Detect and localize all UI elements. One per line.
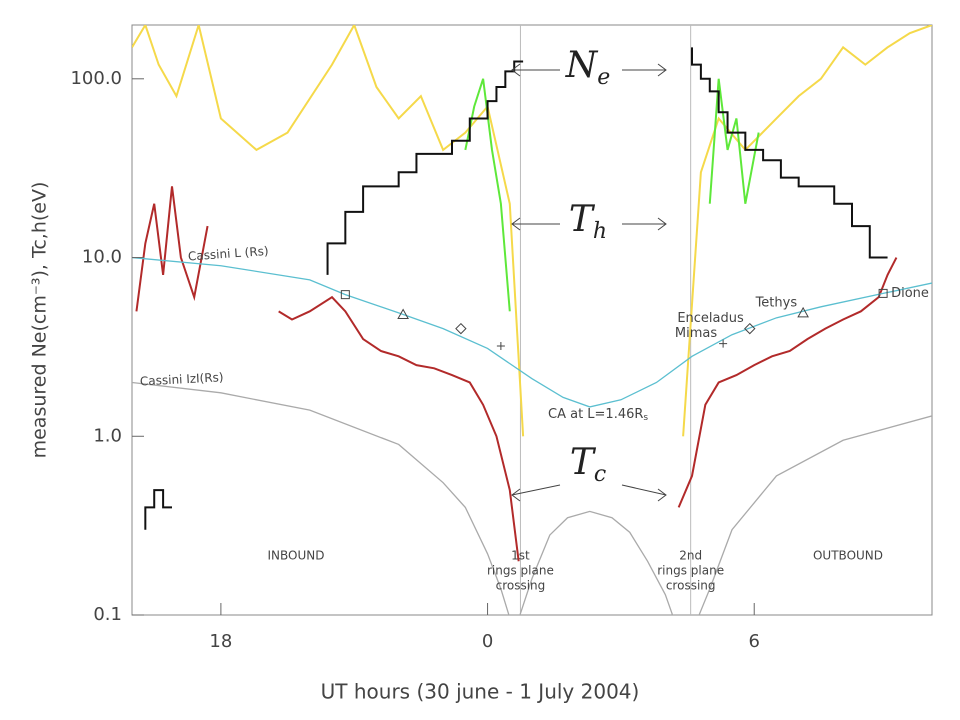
ca-label: CA at L=1.46Rs <box>548 407 648 423</box>
y-tick-label: 0.1 <box>93 604 122 625</box>
arrow <box>622 217 667 231</box>
curve-label: Cassini L (Rs) <box>187 244 269 264</box>
series-line <box>132 256 932 408</box>
plot-frame <box>131 24 933 616</box>
crossing-label: rings plane <box>487 564 554 578</box>
symbol-text: T <box>570 442 597 483</box>
series-line <box>326 60 524 275</box>
symbol-label: Ne <box>565 45 611 90</box>
moon-label: Tethys <box>755 295 798 310</box>
y-tick-label: 10.0 <box>82 247 122 268</box>
crossing-label: rings plane <box>657 564 724 578</box>
series-line <box>708 78 760 204</box>
crossing-label: crossing <box>666 579 716 593</box>
y-tick-label: 100.0 <box>70 68 122 89</box>
moon-marker <box>797 306 809 318</box>
x-axis-label: UT hours (30 june - 1 July 2004) <box>321 680 640 704</box>
crossing-label: 1st <box>511 549 530 563</box>
symbol-label: Tc <box>570 442 606 487</box>
ca-sub: s <box>643 413 648 423</box>
series-line <box>144 489 172 530</box>
x-tick-label: 6 <box>748 631 759 652</box>
ca-text: CA at L=1.46R <box>548 407 643 422</box>
curve-label: Cassini IzI(Rs) <box>140 370 224 388</box>
moon-label: Dione <box>891 286 929 301</box>
symbol-sub: e <box>597 65 610 90</box>
series-line <box>691 47 888 259</box>
series-line <box>132 381 932 615</box>
series-line <box>677 257 898 508</box>
phase-label: OUTBOUND <box>813 549 883 563</box>
series-line <box>278 295 520 562</box>
moon-marker <box>455 322 467 335</box>
x-tick-label: 18 <box>209 631 232 652</box>
crossing-label: 2nd <box>679 549 702 563</box>
moon-marker <box>397 308 409 320</box>
moon-marker <box>719 339 728 348</box>
y-tick-label: 1.0 <box>93 425 122 446</box>
arrow <box>511 63 560 77</box>
symbol-label: Th <box>569 199 607 244</box>
phase-label: INBOUND <box>268 549 325 563</box>
symbol-text: N <box>565 45 599 86</box>
arrow <box>511 484 561 502</box>
moon-marker <box>496 341 505 350</box>
plot-area <box>132 25 932 615</box>
arrow <box>622 63 667 77</box>
y-axis-label: measured Ne(cm⁻³), Tc,h(eV) <box>29 182 51 459</box>
arrow <box>511 217 560 231</box>
series-line <box>135 186 209 312</box>
x-tick-label: 0 <box>482 631 493 652</box>
moon-marker <box>340 290 350 300</box>
moon-label: Mimas <box>675 326 717 341</box>
symbol-sub: h <box>593 219 607 244</box>
symbol-text: T <box>569 199 596 240</box>
crossing-label: crossing <box>496 579 546 593</box>
symbol-sub: c <box>594 462 606 487</box>
moon-marker <box>744 322 756 335</box>
moon-label: Enceladus <box>677 311 744 326</box>
arrow <box>621 484 667 502</box>
moon-marker <box>878 288 888 298</box>
